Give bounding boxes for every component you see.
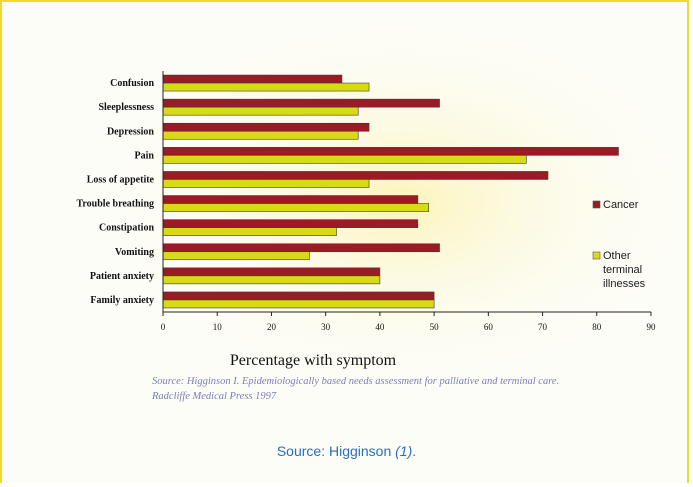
- bar-other-3: [162, 155, 527, 164]
- bar-other-2: [162, 130, 359, 140]
- bar-cancer-5: [162, 195, 419, 204]
- x-tick-label-9: 90: [647, 322, 657, 332]
- bar-cancer-4: [162, 171, 549, 180]
- source-note-line1: Source: Higginson I. Epidemiologically b…: [152, 376, 560, 387]
- x-tick-label-6: 60: [484, 322, 494, 332]
- category-label-7: Vomiting: [115, 247, 154, 258]
- legend-label-cancer: Cancer: [603, 199, 639, 211]
- bar-other-1: [162, 106, 359, 116]
- bar-other-6: [162, 227, 337, 236]
- x-tick-label-4: 40: [375, 322, 385, 332]
- bar-other-8: [162, 275, 381, 285]
- x-axis-label: Percentage with symptom: [230, 352, 397, 369]
- bar-other-9: [162, 299, 435, 309]
- bar-cancer-2: [162, 122, 370, 132]
- caption-period: .: [412, 443, 417, 459]
- x-tick-label-2: 20: [267, 322, 277, 332]
- bar-cancer-9: [162, 291, 435, 301]
- legend-label-other-line1: Other: [603, 250, 631, 262]
- source-note-line2: Radcliffe Medical Press 1997: [152, 391, 277, 402]
- x-tick-label-7: 70: [538, 322, 548, 332]
- x-tick-label-0: 0: [161, 322, 166, 332]
- bar-other-0: [162, 82, 370, 92]
- caption-text: Source: Higginson: [276, 443, 396, 459]
- x-tick-label-5: 50: [430, 322, 440, 332]
- bar-cancer-3: [162, 147, 619, 156]
- bar-other-4: [162, 179, 370, 188]
- bar-cancer-7: [162, 243, 440, 253]
- x-tick-label-3: 30: [321, 322, 331, 332]
- category-label-0: Confusion: [110, 78, 154, 89]
- category-label-5: Trouble breathing: [76, 199, 154, 210]
- category-label-4: Loss of appetite: [87, 174, 155, 185]
- caption-reference: (1): [395, 443, 413, 459]
- legend-swatch-other: [592, 251, 601, 260]
- bar-chart: 0 10 20 30 40 50 60 70 80 90 Confusion Sleeplessne…: [76, 12, 687, 392]
- legend-label-other-line2: terminal: [603, 264, 642, 276]
- category-label-6: Constipation: [99, 223, 154, 234]
- x-tick-label-1: 10: [213, 322, 223, 332]
- source-note: Source: Higginson I. Epidemiologically b…: [152, 374, 672, 404]
- category-label-2: Depression: [107, 126, 154, 137]
- legend-label-other-line3: illnesses: [603, 278, 646, 290]
- category-label-1: Sleeplessness: [98, 102, 154, 113]
- bar-cancer-1: [162, 98, 440, 108]
- legend: Cancer Other terminal illnesses: [592, 199, 646, 290]
- bar-cancer-8: [162, 267, 381, 277]
- figure-caption: Source: Higginson (1).: [2, 443, 687, 459]
- legend-swatch-cancer: [592, 200, 601, 209]
- category-label-8: Patient anxiety: [90, 271, 154, 282]
- bar-other-7: [162, 251, 310, 261]
- category-label-3: Pain: [135, 150, 155, 161]
- bar-other-5: [162, 203, 429, 212]
- bar-cancer-6: [162, 219, 419, 228]
- bar-cancer-0: [162, 74, 343, 84]
- x-tick-label-8: 80: [592, 322, 602, 332]
- category-label-9: Family anxiety: [90, 295, 154, 306]
